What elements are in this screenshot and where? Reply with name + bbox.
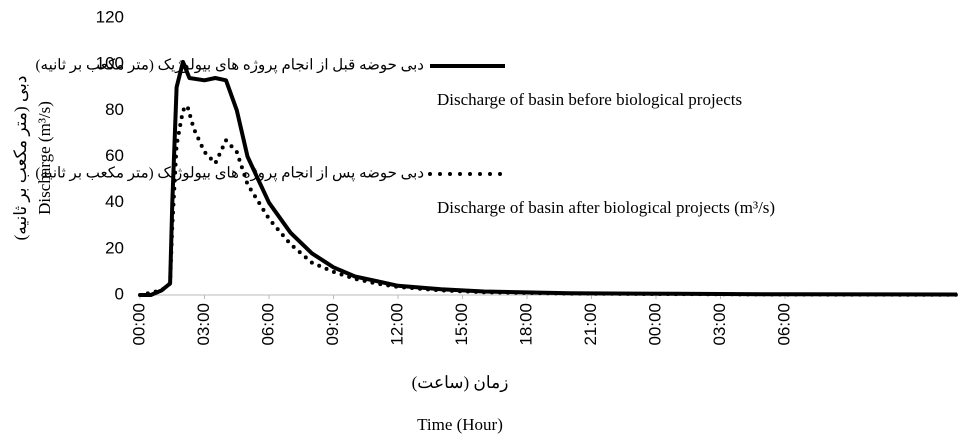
x-tick-label: 00:00 bbox=[645, 303, 664, 346]
legend-label: Discharge of basin before biological pro… bbox=[437, 90, 742, 109]
x-tick-label: 09:00 bbox=[323, 303, 342, 346]
x-label: Time (Hour) bbox=[417, 415, 503, 434]
x-tick-label: 12:00 bbox=[387, 303, 406, 346]
x-label-local: زمان (ساعت) bbox=[412, 373, 509, 393]
x-tick-label: 06:00 bbox=[774, 303, 793, 346]
x-tick-label: 06:00 bbox=[258, 303, 277, 346]
x-tick-label: 03:00 bbox=[710, 303, 729, 346]
series-line bbox=[138, 103, 959, 297]
y-tick-label: 40 bbox=[105, 192, 124, 211]
y-tick-label: 60 bbox=[105, 146, 124, 165]
y-tick-label: 20 bbox=[105, 238, 124, 257]
y-tick-label: 120 bbox=[96, 7, 124, 26]
y-tick-label: 0 bbox=[115, 284, 124, 303]
y-tick-label: 100 bbox=[96, 54, 124, 73]
legend-label-local: دبی حوضه پس از انجام پروژه های بیولوژیک … bbox=[35, 165, 424, 181]
legend-label-local: دبی حوضه قبل از انجام پروژه های بیولوژیک… bbox=[36, 57, 424, 73]
x-tick-label: 03:00 bbox=[194, 303, 213, 346]
y-label: Discharge (m³/s) bbox=[35, 101, 54, 215]
y-label-local: دبی (متر مکعب بر ثانیه) bbox=[11, 76, 31, 241]
x-tick-label: 21:00 bbox=[581, 303, 600, 346]
x-tick-label: 15:00 bbox=[452, 303, 471, 346]
legend-label: Discharge of basin after biological proj… bbox=[437, 198, 775, 217]
x-tick-label: 18:00 bbox=[516, 303, 535, 346]
y-tick-label: 80 bbox=[105, 100, 124, 119]
x-tick-label: 00:00 bbox=[129, 303, 148, 346]
